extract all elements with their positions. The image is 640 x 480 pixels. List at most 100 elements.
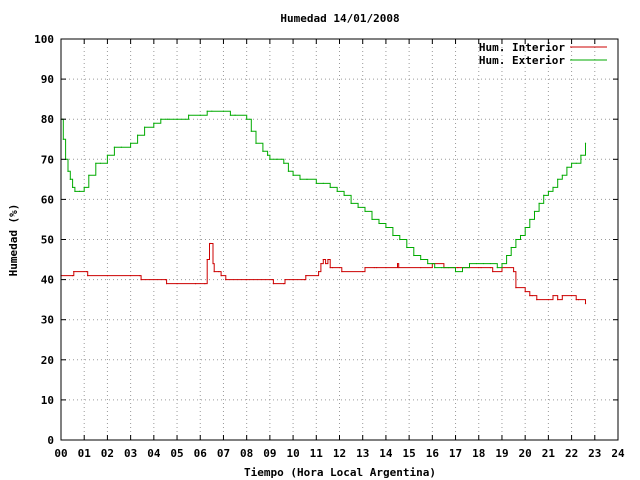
data-point <box>570 295 573 297</box>
data-point <box>283 162 285 164</box>
y-tick-label: 40 <box>41 274 54 287</box>
data-point <box>208 242 211 245</box>
data-point <box>420 258 422 261</box>
data-point <box>538 202 540 205</box>
data-point <box>322 258 324 261</box>
x-tick-label: 24 <box>611 447 625 460</box>
data-point <box>515 238 517 241</box>
data-point <box>570 162 573 164</box>
x-tick-label: 13 <box>356 447 369 460</box>
data-point <box>195 283 197 285</box>
data-point <box>188 114 190 116</box>
x-tick-label: 09 <box>263 447 276 460</box>
data-point <box>67 170 69 172</box>
y-tick-label: 80 <box>41 113 54 126</box>
data-point <box>271 279 273 281</box>
data-point <box>364 266 366 269</box>
data-point <box>413 254 415 257</box>
data-point <box>262 150 264 152</box>
y-tick-label: 10 <box>41 394 54 407</box>
x-tick-label: 17 <box>449 447 462 460</box>
x-tick-label: 10 <box>286 447 299 460</box>
data-point <box>287 170 290 172</box>
y-tick-label: 30 <box>41 314 54 327</box>
data-point <box>357 206 359 209</box>
data-point <box>83 186 85 188</box>
y-tick-label: 100 <box>34 33 54 46</box>
data-point <box>222 110 225 112</box>
y-tick-label: 20 <box>41 354 54 367</box>
data-point <box>533 210 536 213</box>
data-point <box>73 270 75 273</box>
y-tick-label: 50 <box>41 234 54 247</box>
legend-label-hum-exterior: Hum. Exterior <box>479 54 565 67</box>
data-point <box>531 295 533 297</box>
data-point <box>371 218 373 221</box>
data-point <box>85 270 88 273</box>
data-point <box>385 266 387 269</box>
data-point <box>160 118 162 120</box>
data-point <box>212 262 214 265</box>
data-point <box>72 186 74 188</box>
data-point <box>74 190 76 192</box>
data-point <box>575 299 577 301</box>
data-point <box>299 178 301 180</box>
data-point <box>480 266 482 269</box>
data-point <box>213 270 215 273</box>
data-point <box>229 114 232 116</box>
x-tick-label: 06 <box>194 447 208 460</box>
data-point <box>225 279 227 281</box>
data-point <box>434 266 436 269</box>
data-point <box>143 126 146 128</box>
data-point <box>552 186 554 188</box>
data-point <box>378 222 380 225</box>
data-point <box>561 295 563 297</box>
data-point <box>561 174 563 176</box>
y-tick-label: 70 <box>41 153 54 166</box>
data-point <box>338 266 341 269</box>
data-point <box>87 274 89 277</box>
data-point <box>165 283 168 285</box>
data-point <box>482 262 484 265</box>
x-tick-label: 20 <box>519 447 532 460</box>
data-point <box>284 279 286 281</box>
data-point <box>398 266 400 269</box>
x-tick-label: 11 <box>310 447 324 460</box>
data-point <box>305 274 307 277</box>
data-point <box>341 270 343 273</box>
y-tick-label: 90 <box>41 73 54 86</box>
data-point <box>250 130 252 132</box>
data-point <box>206 110 208 112</box>
data-point <box>220 274 222 277</box>
data-point <box>320 262 322 265</box>
x-tick-label: 08 <box>240 447 253 460</box>
data-point <box>283 283 285 285</box>
data-point <box>447 266 450 269</box>
data-point <box>524 291 526 293</box>
data-point <box>478 266 480 269</box>
data-point <box>584 303 587 305</box>
data-point <box>580 154 582 156</box>
series-line-hum-interior <box>61 243 586 304</box>
data-point <box>167 118 169 120</box>
data-point <box>489 262 491 265</box>
data-point <box>176 118 178 120</box>
data-point <box>62 138 64 140</box>
data-point <box>489 266 491 269</box>
x-tick-label: 22 <box>565 447 578 460</box>
y-axis-label: Humedad (%) <box>7 204 20 277</box>
x-tick-label: 16 <box>426 447 440 460</box>
data-point <box>69 178 71 180</box>
data-point <box>547 299 549 301</box>
data-point <box>468 262 471 265</box>
data-point <box>529 295 531 297</box>
data-point <box>88 174 90 176</box>
x-tick-label: 07 <box>217 447 230 460</box>
data-point <box>566 166 568 168</box>
data-point <box>164 279 167 281</box>
data-point <box>218 270 220 273</box>
y-tick-label: 0 <box>47 434 54 447</box>
data-point <box>306 178 308 180</box>
grid <box>61 39 618 440</box>
